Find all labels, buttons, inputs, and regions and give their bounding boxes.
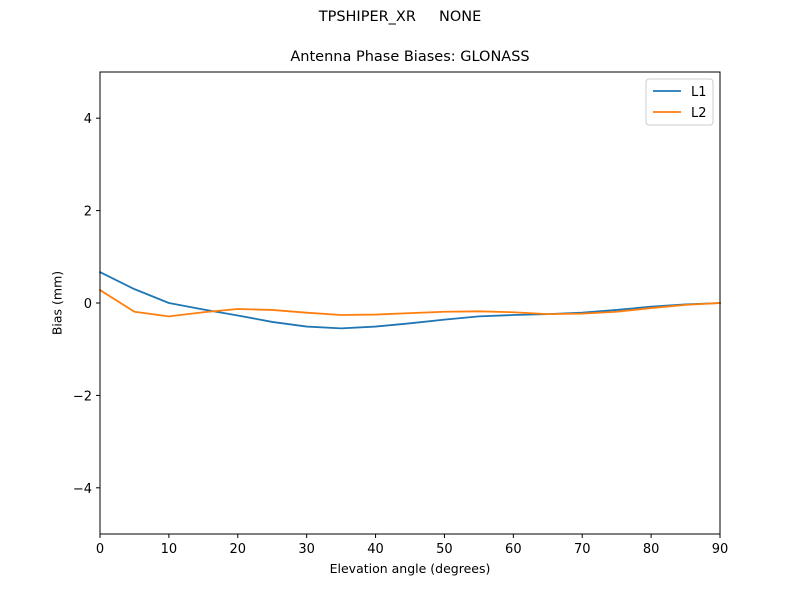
x-tick-label: 10 <box>161 542 178 557</box>
series-line-l2 <box>98 288 721 318</box>
data-lines <box>98 270 721 330</box>
x-tick-label: 80 <box>643 542 660 557</box>
plot-frame <box>99 71 721 535</box>
x-tick-label: 50 <box>436 542 453 557</box>
y-tick-label: 4 <box>84 112 92 127</box>
legend-label-l1: L1 <box>691 85 707 100</box>
x-tick-label: 20 <box>230 542 247 557</box>
y-tick-label: 2 <box>84 205 92 220</box>
x-tick-label: 0 <box>96 542 104 557</box>
legend-label-l2: L2 <box>691 106 707 121</box>
x-tick-label: 70 <box>574 542 591 557</box>
x-tick-label: 40 <box>367 542 384 557</box>
series-line-l1 <box>98 270 721 330</box>
x-axis-label: Elevation angle (degrees) <box>329 561 491 576</box>
y-tick-label: −2 <box>73 389 92 404</box>
y-tick-label: 0 <box>84 297 92 312</box>
x-tick-label: 90 <box>712 542 729 557</box>
x-tick-label: 30 <box>298 542 315 557</box>
figure-suptitle: TPSHIPER_XR NONE <box>318 9 482 25</box>
y-tick-label: −4 <box>73 482 92 497</box>
x-tick-label: 60 <box>505 542 522 557</box>
x-axis-ticks: 0 10 20 30 40 50 60 70 80 90 <box>96 534 728 557</box>
chart-title: Antenna Phase Biases: GLONASS <box>290 49 530 65</box>
y-axis-ticks: −4 −2 0 2 4 <box>73 112 100 497</box>
